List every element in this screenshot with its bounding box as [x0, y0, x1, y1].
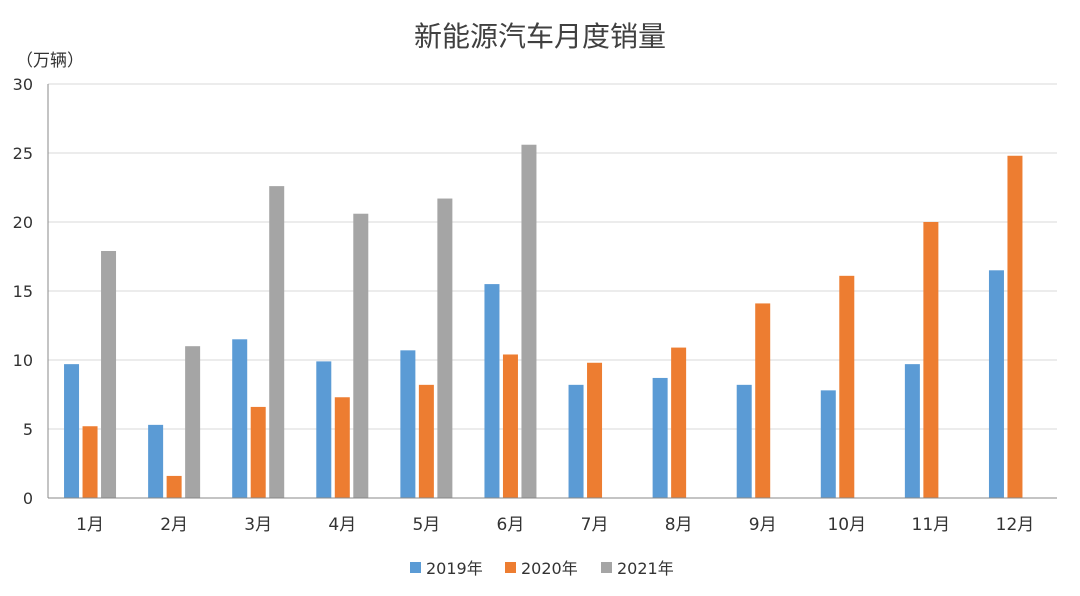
bar — [250, 406, 266, 498]
bar — [232, 339, 248, 498]
x-tick-label: 1月 — [76, 515, 104, 535]
bar — [502, 354, 518, 498]
x-tick-labels: 1月 2月 3月 4月 5月 6月 7月 8月 9月 10月 11月 12月 — [76, 515, 1034, 535]
bar — [521, 144, 537, 498]
bar — [101, 250, 117, 498]
bar — [148, 424, 164, 498]
gridlines — [48, 83, 1057, 430]
y-tick-label: 20 — [13, 213, 33, 232]
legend-swatch — [505, 562, 516, 573]
bar — [568, 384, 584, 498]
bar — [839, 275, 855, 498]
x-tick-label: 5月 — [412, 515, 440, 535]
bar — [1007, 155, 1023, 498]
x-tick-label: 7月 — [581, 515, 609, 535]
bar — [484, 284, 500, 498]
x-tick-label: 8月 — [665, 515, 693, 535]
y-tick-label: 30 — [13, 75, 33, 94]
x-tick-label: 4月 — [328, 515, 356, 535]
legend-label: 2019年 — [426, 559, 483, 578]
legend-swatch — [410, 562, 421, 573]
y-axis-label: （万辆） — [16, 51, 84, 71]
bar — [316, 361, 332, 498]
bar — [988, 270, 1004, 498]
legend-label: 2021年 — [617, 559, 674, 578]
x-tick-label: 9月 — [749, 515, 777, 535]
bar — [755, 303, 771, 498]
bar — [64, 364, 80, 498]
bar — [82, 426, 98, 498]
bar — [923, 222, 939, 498]
x-tick-label: 2月 — [160, 515, 188, 535]
chart-title: 新能源汽车月度销量 — [414, 20, 666, 53]
bar — [587, 362, 603, 498]
y-tick-label: 15 — [13, 282, 33, 301]
bar — [418, 384, 434, 498]
bar — [353, 213, 369, 498]
x-tick-label: 3月 — [244, 515, 272, 535]
bar — [185, 346, 201, 498]
legend: 2019年 2020年 2021年 — [410, 559, 674, 578]
y-tick-labels: 0 5 10 15 20 25 30 — [13, 75, 33, 508]
x-tick-label: 12月 — [996, 515, 1035, 535]
bar — [334, 397, 350, 498]
legend-label: 2020年 — [521, 559, 578, 578]
bars — [64, 144, 1023, 499]
bar — [652, 377, 668, 498]
y-tick-label: 10 — [13, 351, 33, 370]
y-tick-label: 5 — [23, 420, 33, 439]
y-tick-label: 0 — [23, 489, 33, 508]
bar — [904, 364, 920, 498]
legend-swatch — [601, 562, 612, 573]
y-tick-label: 25 — [13, 144, 33, 163]
bar — [437, 198, 453, 499]
bar — [269, 186, 285, 498]
x-tick-label: 10月 — [827, 515, 866, 535]
bar — [166, 475, 182, 498]
x-tick-label: 6月 — [497, 515, 525, 535]
bar — [736, 384, 752, 498]
bar — [671, 347, 687, 498]
x-tick-label: 11月 — [912, 515, 951, 535]
bar — [820, 390, 836, 498]
bar — [400, 350, 416, 498]
